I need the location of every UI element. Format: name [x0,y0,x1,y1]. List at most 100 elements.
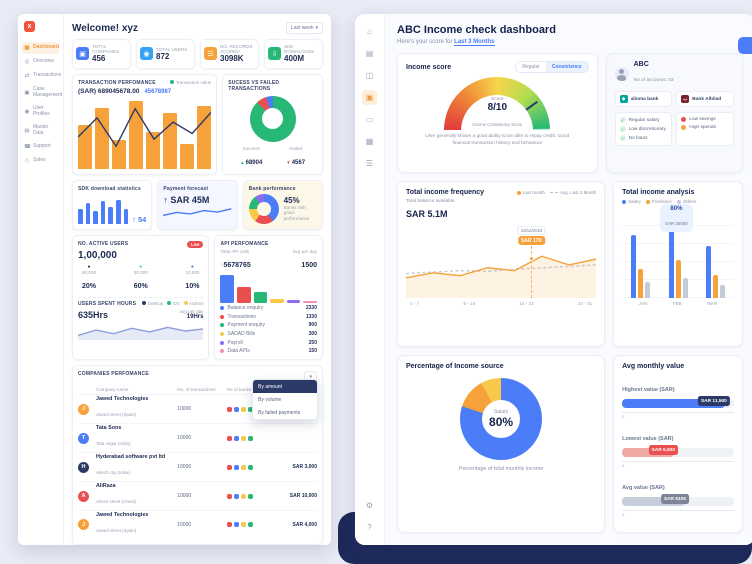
api-list-item: Payroll 250 [220,340,317,346]
table-row[interactable]: H Hyderabad software pvt ltd Hitech city … [78,453,317,483]
table-row[interactable]: J Jawed Technologies Jawed street (Spain)… [78,395,317,425]
legend-freelance: Freelance [645,199,672,204]
primary-action-button[interactable] [738,37,752,54]
sdk-bars [78,198,129,224]
app-logo[interactable]: x [24,21,35,32]
cards-icon[interactable]: ▭ [365,115,374,124]
toggle-consistence[interactable]: Consistence [545,62,588,72]
legend-label: Desktop [147,300,164,306]
bank-icons [226,493,272,499]
analytics-icon[interactable]: ◫ [365,71,374,80]
right-icon-sidebar: ⌂ ▤ ◫ ▣ ▭ ▦ ☰ ⚙ ? [355,14,385,545]
sidebar-item-user-profiles[interactable]: ◉ User Profiles [22,103,59,120]
period-link[interactable]: Last 3 Months [454,39,495,46]
sidebar-item-sales[interactable]: ◇ Sales [22,155,59,167]
settings-icon[interactable]: ⚙ [365,501,374,510]
apps-icon[interactable]: ▦ [365,137,374,146]
income-icon[interactable]: ▣ [362,90,377,105]
date-range-select[interactable]: Last week ▾ [285,22,323,34]
sidebar-item-support[interactable]: ☎ Support [22,141,59,153]
legend-ios: iOS [167,301,180,306]
x-tick: 24 - 31 [577,301,593,306]
home-icon[interactable]: ⌂ [367,27,372,36]
toggle-regular[interactable]: Regular [516,62,546,72]
company-name: Jawed Technologies [96,396,149,403]
bank-chip-alinma[interactable]: ◆ alinma bank [614,91,673,107]
kpi-value: 3098K [220,54,244,64]
bank-icons [226,522,272,528]
axis-tick: 0 [622,463,625,468]
records-icon: ☰ [204,47,217,61]
bar [129,101,144,169]
legend-dot [516,190,521,195]
live-badge: Live [187,240,204,248]
help-icon[interactable]: ? [367,523,372,532]
sort-option-by-amount[interactable]: By amount [253,380,317,394]
legend-dot [220,323,225,328]
trait-item: ✓ No loans [619,135,668,141]
sidebar-item-master-data[interactable]: ▤ Master Data [22,122,59,139]
bank-chip-albilad[interactable]: ب Bank Albilad [676,91,734,107]
card-title: Total income analysis [622,189,695,196]
card-title: SDK download statistics [78,185,141,192]
callout-date: 10/12/2023 [517,226,546,235]
active-users-card: NO. ACTIVE USERS Live 1,00,000 ● 60,000 20%… [72,234,210,361]
company-location: Tata nagar (India) [96,441,131,447]
api-item-label: Balance enquiry [227,305,264,312]
bar [286,299,301,303]
kpi-label: TOTAL USERS [156,46,188,52]
avg-value: 19Hrs [186,313,204,320]
bank-icons [226,406,272,412]
api-bars [220,274,318,303]
table-row[interactable]: T Tata Sons Tata nagar (India) 10000 [78,424,317,454]
platform-stats: ● 60,000 20% ● 30,000 60% ● 10,000 10% [78,264,203,293]
stat-average: Avg value (SAR) SAR 6100 0 [622,476,734,517]
sparkline [78,322,204,340]
legend-label: Last month [522,190,545,195]
sort-option-by-failed-payments[interactable]: By failed payments [258,409,301,416]
bar [682,278,688,298]
sidebar-item-label: Overview [33,58,54,65]
score-value: 8/10 [487,102,508,113]
bank-icons [226,435,272,441]
bar [668,212,674,298]
table-row[interactable]: A AliRaza Almas street (Oman) 10000 SAR 1… [78,482,317,511]
transaction-bars [78,98,212,169]
column-header: No of banks [226,387,252,393]
api-list-item: Payment enquiry 900 [220,322,317,328]
balance-value: SAR 5.1M [406,209,448,219]
sidebar-item-label: Sales [33,157,46,164]
bar-fill [622,497,685,506]
sidebar-item-overview[interactable]: ◎ Overview [22,56,59,68]
reports-icon[interactable]: ▤ [365,49,374,58]
income-frequency-chart: 10/12/2023 SAR 17K [406,226,597,298]
sort-option-by-volume[interactable]: By volume [258,396,282,403]
platform-share: 10% [185,282,200,290]
chevron-down-icon: ▾ [315,25,318,31]
kpi-label: NO. RECORDS SCORED [220,44,253,55]
sidebar-item-transactions[interactable]: ⇄ Transactions [22,70,62,82]
sidebar-item-label: User Profiles [33,105,50,117]
transaction-performance-card: TRANSACTION PERFOMANCE Transaction value… [72,73,218,175]
bar [712,274,718,298]
trait-item: ✓ Regular salary [619,117,668,123]
x-tick: 16 - 23 [519,301,534,306]
bank-icons [226,464,272,470]
platform-count: 30,000 [133,269,148,275]
down-arrow-icon: ▼ [286,159,291,165]
legend-label: Failed [289,145,302,151]
company-name: AliRaza [96,483,116,490]
trait-label: Regular salary [628,117,660,123]
subtitle-text: Here's your score for [397,39,455,45]
api-item-label: Payment enquiry [227,322,266,329]
sidebar-item-case-management[interactable]: ▣ Case Management [22,84,62,101]
table-row[interactable]: J Jawed Technologies Jawed street (Spain)… [78,511,317,539]
welcome-title: Welcome! xyz [72,22,138,34]
sidebar-item-dashboard[interactable]: ▦ Dashboard [22,42,59,55]
bar [303,300,318,303]
customer-name: ABC [633,61,649,68]
stat-bar: SAR 11,500 [622,396,734,408]
dashboard-header: Welcome! xyz Last week ▾ [72,22,323,34]
docs-icon[interactable]: ☰ [365,159,374,168]
donut-center-label: Salary [493,409,509,415]
